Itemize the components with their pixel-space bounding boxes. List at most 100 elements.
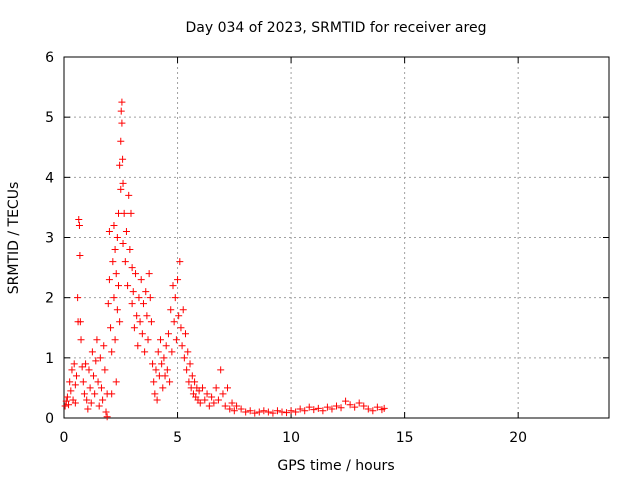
- data-point: [134, 342, 142, 350]
- data-point: [292, 408, 300, 416]
- data-point: [78, 363, 86, 371]
- data-point: [319, 407, 327, 415]
- data-point: [117, 107, 125, 115]
- x-axis-label: GPS time / hours: [277, 458, 394, 474]
- data-point: [101, 366, 109, 374]
- y-tick-label: 4: [45, 170, 54, 186]
- data-point: [90, 372, 98, 380]
- data-point: [108, 348, 116, 356]
- data-point: [62, 397, 70, 405]
- data-point: [212, 384, 220, 392]
- data-point: [116, 161, 124, 169]
- data-point: [147, 318, 155, 326]
- y-tick-label: 2: [45, 291, 54, 307]
- grid-lines: [64, 57, 609, 418]
- data-point: [169, 282, 177, 290]
- data-point: [301, 407, 309, 415]
- data-point: [237, 405, 245, 413]
- data-point: [117, 185, 125, 193]
- data-point: [111, 246, 119, 254]
- data-point: [113, 234, 121, 241]
- data-point: [88, 348, 96, 356]
- data-point: [355, 399, 363, 407]
- data-point: [205, 402, 213, 410]
- data-point: [79, 378, 87, 386]
- data-point: [75, 221, 83, 229]
- data-point: [102, 408, 110, 416]
- data-point: [128, 264, 136, 272]
- data-point: [99, 396, 107, 404]
- data-point: [224, 384, 231, 392]
- data-point: [174, 276, 182, 284]
- data-point: [154, 348, 162, 356]
- data-point: [217, 366, 225, 374]
- data-point: [111, 336, 119, 344]
- data-point: [221, 402, 229, 410]
- data-point: [115, 282, 122, 290]
- data-point: [199, 384, 207, 392]
- y-tick-label: 0: [45, 411, 54, 427]
- data-point: [184, 348, 192, 356]
- data-point: [110, 221, 118, 229]
- data-point: [364, 405, 372, 413]
- data-point: [113, 306, 121, 314]
- data-point: [242, 408, 250, 416]
- data-point: [112, 270, 120, 278]
- y-tick-label: 5: [45, 110, 54, 126]
- data-point: [122, 227, 130, 235]
- data-point: [264, 408, 272, 416]
- data-point: [310, 406, 318, 414]
- data-point: [186, 360, 194, 368]
- data-point: [150, 378, 158, 386]
- data-point: [121, 258, 129, 266]
- data-point: [80, 390, 88, 398]
- data-point: [83, 396, 91, 404]
- data-point: [251, 409, 259, 417]
- data-point: [166, 378, 174, 386]
- data-point: [138, 330, 146, 338]
- data-point: [157, 336, 165, 344]
- data-point: [296, 405, 304, 413]
- data-point: [287, 407, 295, 415]
- data-point: [183, 366, 191, 374]
- data-point: [246, 407, 254, 415]
- data-point: [119, 155, 127, 163]
- data-point: [164, 330, 172, 338]
- data-point: [72, 372, 80, 380]
- data-point: [201, 396, 209, 404]
- data-point: [86, 384, 94, 392]
- data-point: [145, 270, 153, 278]
- data-point: [152, 366, 160, 374]
- data-point: [65, 401, 73, 409]
- data-point: [181, 330, 189, 338]
- chart-title: Day 034 of 2023, SRMTID for receiver are…: [186, 20, 487, 36]
- data-point: [210, 399, 218, 407]
- data-point: [118, 98, 126, 106]
- data-point: [233, 402, 241, 410]
- data-point: [351, 403, 359, 411]
- data-point: [105, 227, 113, 235]
- data-point: [130, 324, 138, 332]
- data-point: [163, 366, 171, 374]
- data-point: [139, 300, 147, 308]
- data-point: [360, 402, 368, 410]
- data-point: [67, 387, 75, 395]
- data-point: [219, 390, 227, 398]
- data-point: [171, 294, 179, 302]
- data-point: [160, 354, 168, 362]
- data-point: [133, 312, 141, 320]
- data-point: [94, 378, 102, 386]
- x-tick-label: 20: [509, 430, 527, 446]
- data-point: [63, 393, 71, 401]
- axis-ticks: 0 5 10 15 20 0 1 2 3 4 5 6: [45, 50, 609, 446]
- data-point: [162, 342, 170, 350]
- data-point: [141, 348, 149, 356]
- data-point: [226, 405, 234, 413]
- data-point: [71, 381, 79, 389]
- data-point: [95, 402, 103, 410]
- data-point: [167, 306, 175, 314]
- data-point: [128, 300, 136, 308]
- data-point: [158, 360, 166, 368]
- data-point: [87, 399, 95, 407]
